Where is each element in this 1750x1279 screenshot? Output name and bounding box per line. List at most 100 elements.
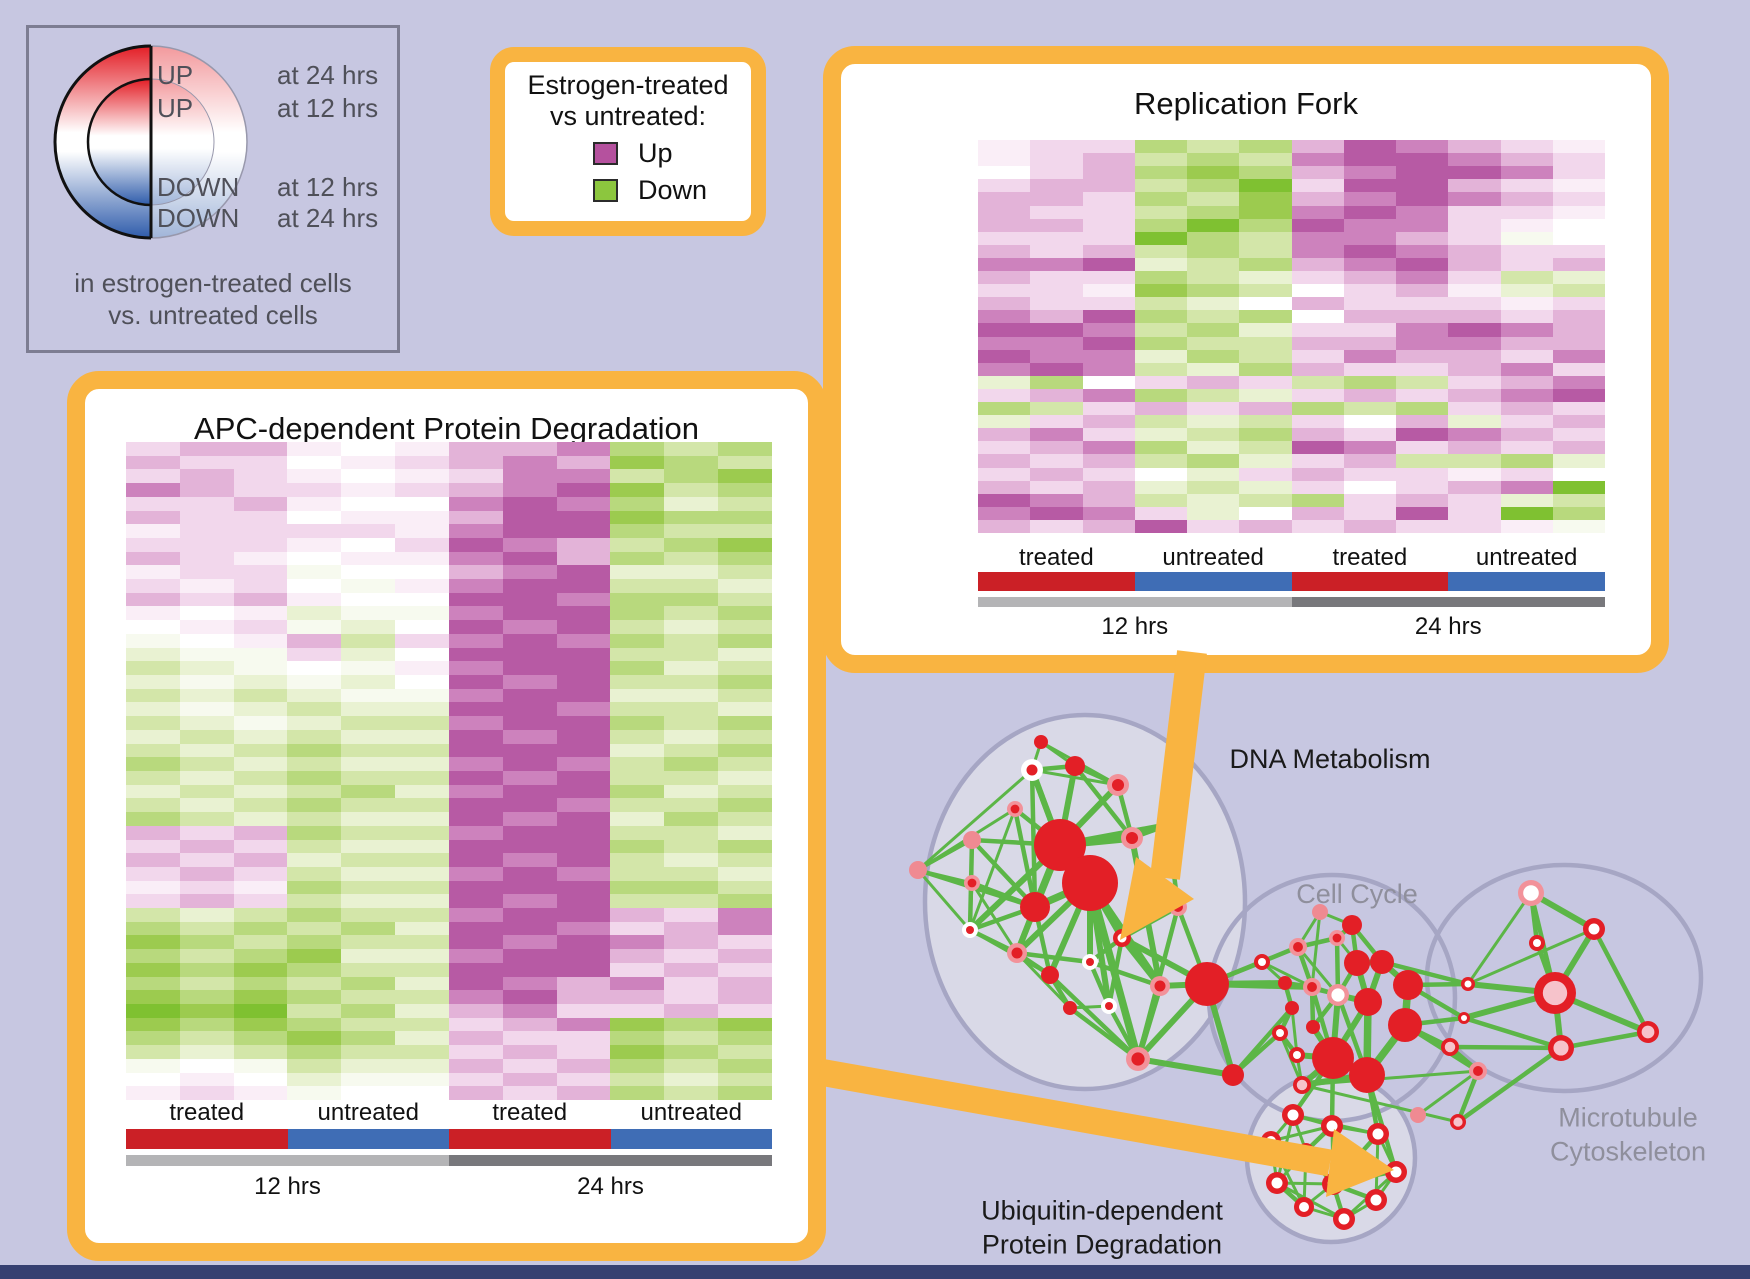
heatmap-cell — [395, 661, 449, 676]
heatmap-cell — [1187, 166, 1240, 180]
arrow-shaft-apc-to-ub — [817, 1058, 1333, 1177]
time-label-12hrs: 12 hrs — [1101, 613, 1169, 640]
heatmap-cell — [1030, 218, 1083, 232]
heatmap-cell — [179, 442, 234, 456]
heatmap-cell — [556, 1004, 611, 1018]
network-node-donut — [1289, 1047, 1305, 1063]
updown-dir-label: DOWN — [157, 172, 240, 202]
heatmap-cell — [233, 579, 288, 593]
heatmap-cell — [287, 469, 342, 484]
heatmap-cell — [1291, 428, 1344, 442]
network-edge — [1120, 935, 1209, 987]
network-edge — [1311, 984, 1339, 998]
heatmap-cell — [341, 510, 396, 525]
heatmap-cell — [233, 1086, 288, 1100]
heatmap-cell — [1082, 415, 1135, 429]
legend-item-down: Down — [593, 175, 751, 206]
heatmap-cell — [610, 743, 665, 758]
heatmap-cell — [233, 661, 288, 676]
network-edge — [917, 768, 1033, 872]
heatmap-cell — [1343, 362, 1396, 376]
heatmap-cell — [179, 606, 234, 621]
heatmap-cell — [1396, 388, 1449, 402]
heatmap-cell — [233, 606, 288, 621]
network-edge — [1406, 983, 1466, 1020]
updown-caption-line1: in estrogen-treated cells — [74, 268, 352, 298]
network-edge — [917, 807, 1016, 872]
heatmap-cell — [1082, 231, 1135, 245]
heatmap-cell — [1134, 244, 1187, 258]
heatmap-cell — [1552, 336, 1605, 350]
heatmap-cell — [664, 853, 719, 867]
heatmap-cell — [1396, 441, 1449, 455]
heatmap-cell — [1134, 349, 1187, 363]
heatmap-cell — [1134, 231, 1187, 245]
heatmap-cell — [718, 716, 772, 730]
heatmap-cell — [395, 702, 449, 717]
heatmap-cell — [1187, 428, 1240, 442]
heatmap-cell — [395, 949, 449, 963]
heatmap-cell — [179, 647, 234, 662]
updown-time-label: at 12 hrs — [277, 93, 379, 123]
heatmap-cell — [1187, 467, 1240, 481]
network-edge — [1261, 945, 1299, 964]
heatmap-cell — [1448, 402, 1501, 416]
heatmap-cell — [395, 633, 449, 648]
heatmap-cell — [448, 757, 503, 771]
heatmap-cell — [1500, 179, 1553, 193]
heatmap-cell — [718, 565, 772, 580]
network-edge — [1381, 959, 1469, 987]
heatmap-cell — [341, 770, 396, 785]
heatmap-cell — [1396, 153, 1449, 167]
heatmap-cell — [664, 757, 719, 771]
heatmap-cell — [448, 770, 503, 785]
heatmap-cell — [448, 496, 503, 511]
network-node-donutpink — [1534, 972, 1576, 1014]
apc-condition-bars — [126, 1129, 772, 1149]
network-edge — [1047, 881, 1093, 977]
network-edge — [1334, 937, 1341, 996]
cluster-outline-dna — [922, 712, 1248, 1092]
heatmap-cell — [341, 1058, 396, 1073]
heatmap-cell — [448, 976, 503, 991]
network-edge — [1040, 740, 1119, 787]
heatmap-cell — [179, 469, 234, 484]
heatmap-cell — [341, 784, 396, 799]
heatmap-cell — [664, 661, 719, 676]
heatmap-cell — [395, 784, 449, 799]
network-edge — [1404, 1015, 1465, 1028]
heatmap-cell — [1187, 284, 1240, 298]
heatmap-cell — [1030, 140, 1083, 154]
network-node-center — [966, 926, 974, 934]
heatmap-cell — [502, 496, 557, 511]
heatmap-cell — [610, 606, 665, 621]
heatmap-cell — [718, 921, 772, 936]
heatmap-cell — [448, 606, 503, 621]
heatmap-cell — [556, 949, 611, 963]
network-edge — [1296, 946, 1340, 996]
heatmap-cell — [556, 784, 611, 799]
heatmap-cell — [395, 442, 449, 456]
heatmap-cell — [1187, 297, 1240, 311]
heatmap-cell — [978, 441, 1031, 455]
treated-bar — [978, 572, 1135, 591]
heatmap-cell — [664, 839, 719, 854]
heatmap-cell — [502, 908, 557, 922]
updown-time-label: at 24 hrs — [277, 203, 379, 233]
heatmap-cell — [287, 839, 342, 854]
heatmap-cell — [126, 688, 180, 703]
heatmap-cell — [1030, 428, 1083, 442]
heatmap-cell — [502, 812, 557, 826]
heatmap-cell — [126, 483, 180, 497]
heatmap-cell — [1343, 310, 1396, 324]
heatmap-cell — [1448, 388, 1501, 402]
heatmap-cell — [556, 661, 611, 676]
network-node-solid — [1062, 855, 1118, 911]
heatmap-cell — [1291, 310, 1344, 324]
heatmap-cell — [1396, 257, 1449, 271]
heatmap-cell — [287, 483, 342, 497]
heatmap-cell — [1134, 519, 1187, 533]
heatmap-cell — [341, 633, 396, 648]
heatmap-cell — [1448, 153, 1501, 167]
heatmap-cell — [1134, 179, 1187, 193]
